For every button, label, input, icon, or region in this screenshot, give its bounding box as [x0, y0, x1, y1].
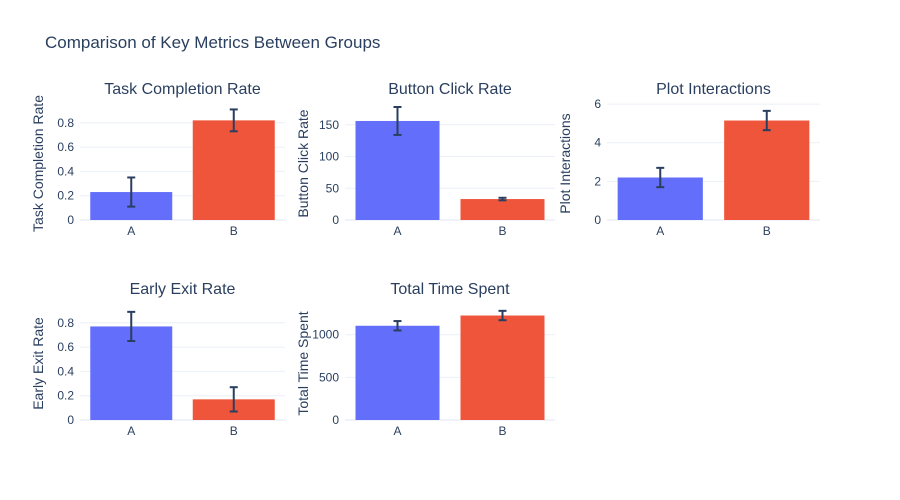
y-tick-label: 100: [319, 150, 339, 164]
x-tick-label: B: [230, 224, 238, 238]
subplot-5: 0 500 1000 A B Total Time Spent Total Time Spe…: [295, 281, 555, 438]
bar-b: [460, 315, 545, 420]
subplot-3: 0 2 4 6 A B Plot Interactions Plot Interactions: [557, 81, 820, 238]
subplot-2: 0 50 100 150 A B Button Click Rate Button Click…: [295, 81, 555, 238]
y-tick-label: 6: [594, 97, 601, 111]
x-tick-label: B: [763, 224, 771, 238]
subplot-title: Total Time Spent: [390, 281, 510, 298]
x-tick-label: A: [393, 224, 401, 238]
subplot-title: Button Click Rate: [388, 81, 512, 98]
y-tick-label: 0.4: [57, 164, 74, 178]
x-tick-label: B: [230, 424, 238, 438]
subplot-title: Early Exit Rate: [130, 281, 236, 298]
bar-b: [460, 199, 545, 220]
y-tick-label: 0.4: [57, 364, 74, 378]
y-tick-label: 0.2: [57, 389, 74, 403]
y-tick-label: 0: [332, 413, 339, 427]
y-axis-title: Early Exit Rate: [30, 317, 46, 410]
x-tick-label: A: [127, 424, 135, 438]
x-tick-label: A: [127, 224, 135, 238]
y-tick-label: 0: [67, 213, 74, 227]
y-tick-label: 0.2: [57, 189, 74, 203]
chart-title: Comparison of Key Metrics Between Groups: [45, 33, 381, 52]
x-tick-label: B: [498, 224, 506, 238]
y-tick-label: 4: [594, 136, 601, 150]
subplot-title: Task Completion Rate: [104, 81, 261, 98]
subplot-1: 0 0.2 0.4 0.6 0.8 A B Task Completion Rate Task …: [30, 81, 285, 238]
x-tick-label: A: [393, 424, 401, 438]
y-tick-label: 0: [594, 213, 601, 227]
y-tick-label: 2: [594, 174, 601, 188]
y-tick-label: 0: [67, 413, 74, 427]
subplot-4: 0 0.2 0.4 0.6 0.8 A B Early Exit Rate Early Exit…: [30, 281, 285, 438]
y-tick-label: 500: [319, 370, 339, 384]
y-tick-label: 0.6: [57, 340, 74, 354]
y-axis-title: Button Click Rate: [295, 109, 311, 217]
y-axis-title: Plot Interactions: [557, 113, 573, 213]
y-tick-label: 0.8: [57, 316, 74, 330]
x-tick-label: B: [498, 424, 506, 438]
bar-a: [90, 326, 173, 420]
bar-b: [192, 120, 275, 220]
x-tick-label: A: [656, 224, 664, 238]
bar-a: [355, 325, 440, 420]
y-tick-label: 0.6: [57, 140, 74, 154]
y-tick-label: 0.8: [57, 116, 74, 130]
bar-b: [724, 120, 810, 220]
bar-a: [355, 120, 440, 220]
subplot-title: Plot Interactions: [656, 81, 771, 98]
y-tick-label: 150: [319, 118, 339, 132]
y-axis-title: Task Completion Rate: [30, 95, 46, 232]
y-axis-title: Total Time Spent: [295, 311, 311, 415]
y-tick-label: 0: [332, 213, 339, 227]
y-tick-label: 1000: [312, 328, 339, 342]
y-tick-label: 50: [326, 181, 340, 195]
